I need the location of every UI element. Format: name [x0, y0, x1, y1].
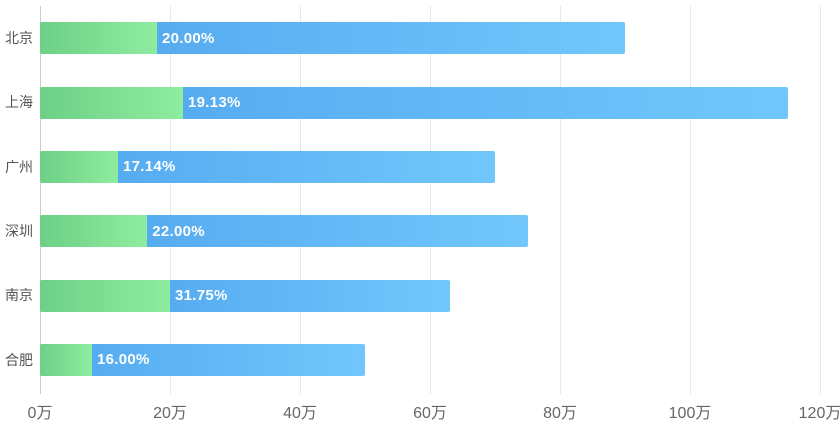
bar-row: 17.14%	[40, 150, 495, 183]
bar-percentage-label: 20.00%	[162, 29, 215, 47]
gridline	[300, 6, 301, 394]
gridline	[170, 6, 171, 394]
bar-row: 20.00%	[40, 22, 625, 55]
x-axis-tick-label: 20万	[153, 405, 187, 422]
x-axis-tick-label: 0万	[27, 405, 53, 422]
bar-green-segment[interactable]	[40, 22, 157, 55]
x-axis-tick-label: 40万	[283, 405, 317, 422]
y-axis-label: 广州	[5, 158, 33, 175]
bar-percentage-label: 19.13%	[188, 94, 241, 111]
bar-row: 31.75%	[40, 279, 450, 312]
gridline	[430, 6, 431, 394]
bar-row: 19.13%	[40, 86, 788, 119]
bar-row: 16.00%	[40, 343, 365, 376]
x-axis-tick-label: 60万	[413, 405, 447, 422]
bar-percentage-label: 31.75%	[175, 287, 228, 304]
bar-green-segment[interactable]	[40, 279, 170, 312]
x-axis-tick-label: 80万	[543, 405, 577, 422]
y-axis-label: 合肥	[5, 351, 33, 368]
y-axis-label: 上海	[5, 94, 33, 111]
gridline	[820, 6, 821, 394]
gridline	[560, 6, 561, 394]
bar-green-segment[interactable]	[40, 343, 92, 376]
bar-percentage-label: 17.14%	[123, 158, 176, 176]
y-axis-label: 北京	[5, 30, 33, 47]
bar-blue-segment[interactable]: 17.14%	[118, 150, 495, 183]
bar-blue-segment[interactable]: 20.00%	[157, 22, 625, 55]
bar-percentage-label: 16.00%	[97, 351, 150, 369]
x-axis-tick-label: 120万	[798, 405, 840, 422]
y-axis-label: 南京	[5, 287, 33, 304]
y-axis-line	[40, 6, 41, 394]
x-axis-tick-label: 100万	[668, 405, 712, 422]
bar-blue-segment[interactable]: 31.75%	[170, 279, 450, 312]
bar-green-segment[interactable]	[40, 150, 118, 183]
bar-green-segment[interactable]	[40, 86, 183, 119]
bar-blue-segment[interactable]: 19.13%	[183, 86, 788, 119]
bar-green-segment[interactable]	[40, 215, 148, 248]
bar-blue-segment[interactable]: 22.00%	[147, 215, 528, 248]
bar-blue-segment[interactable]: 16.00%	[92, 343, 365, 376]
bar-row: 22.00%	[40, 215, 528, 248]
gridline	[690, 6, 691, 394]
y-axis-label: 深圳	[5, 223, 33, 240]
plot-area: 20.00% 19.13% 17.14% 22.00% 31.75% 16.00%	[40, 6, 821, 394]
bar-percentage-label: 22.00%	[152, 222, 205, 240]
